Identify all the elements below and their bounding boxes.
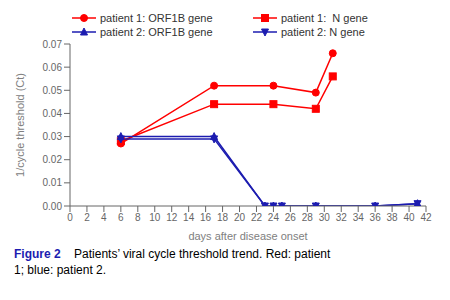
html-text:patient 2: ORF1B gene: patient 2: ORF1B gene xyxy=(100,26,213,38)
svg-text:24: 24 xyxy=(268,212,280,223)
svg-text:0.05: 0.05 xyxy=(43,85,63,96)
svg-text:30: 30 xyxy=(319,212,331,223)
svg-text:38: 38 xyxy=(387,212,399,223)
svg-text:14: 14 xyxy=(183,212,195,223)
html-text:Figure 2 Patients’ viral cycle: Figure 2 Patients’ viral cycle threshold… xyxy=(14,247,331,277)
html-text:patient 1: ORF1B gene: patient 1: ORF1B gene xyxy=(100,12,213,24)
html-text:patient 1: N gene: patient 1: N gene xyxy=(281,12,368,24)
svg-text:36: 36 xyxy=(370,212,382,223)
svg-text:12: 12 xyxy=(166,212,178,223)
svg-text:1/cycle threshold (Ct): 1/cycle threshold (Ct) xyxy=(14,73,26,177)
html-text:patient 2: N gene: patient 2: N gene xyxy=(281,26,365,38)
svg-text:34: 34 xyxy=(353,212,365,223)
svg-text:40: 40 xyxy=(403,212,415,223)
svg-text:0.04: 0.04 xyxy=(43,108,63,119)
svg-text:0.03: 0.03 xyxy=(43,131,63,142)
svg-text:18: 18 xyxy=(217,212,229,223)
svg-text:0.07: 0.07 xyxy=(43,39,63,50)
svg-text:0.00: 0.00 xyxy=(43,201,63,212)
svg-text:6: 6 xyxy=(118,212,124,223)
svg-text:days after disease onset: days after disease onset xyxy=(188,230,307,242)
svg-text:0.06: 0.06 xyxy=(43,62,63,73)
svg-text:32: 32 xyxy=(336,212,348,223)
svg-text:20: 20 xyxy=(234,212,246,223)
svg-text:8: 8 xyxy=(135,212,141,223)
svg-text:26: 26 xyxy=(285,212,297,223)
svg-text:22: 22 xyxy=(251,212,263,223)
svg-text:4: 4 xyxy=(101,212,107,223)
svg-text:16: 16 xyxy=(200,212,212,223)
svg-text:0.02: 0.02 xyxy=(43,154,63,165)
svg-text:0: 0 xyxy=(67,212,73,223)
svg-text:42: 42 xyxy=(420,212,432,223)
svg-text:10: 10 xyxy=(149,212,161,223)
svg-text:0.01: 0.01 xyxy=(43,177,63,188)
svg-text:28: 28 xyxy=(302,212,314,223)
svg-text:2: 2 xyxy=(84,212,90,223)
